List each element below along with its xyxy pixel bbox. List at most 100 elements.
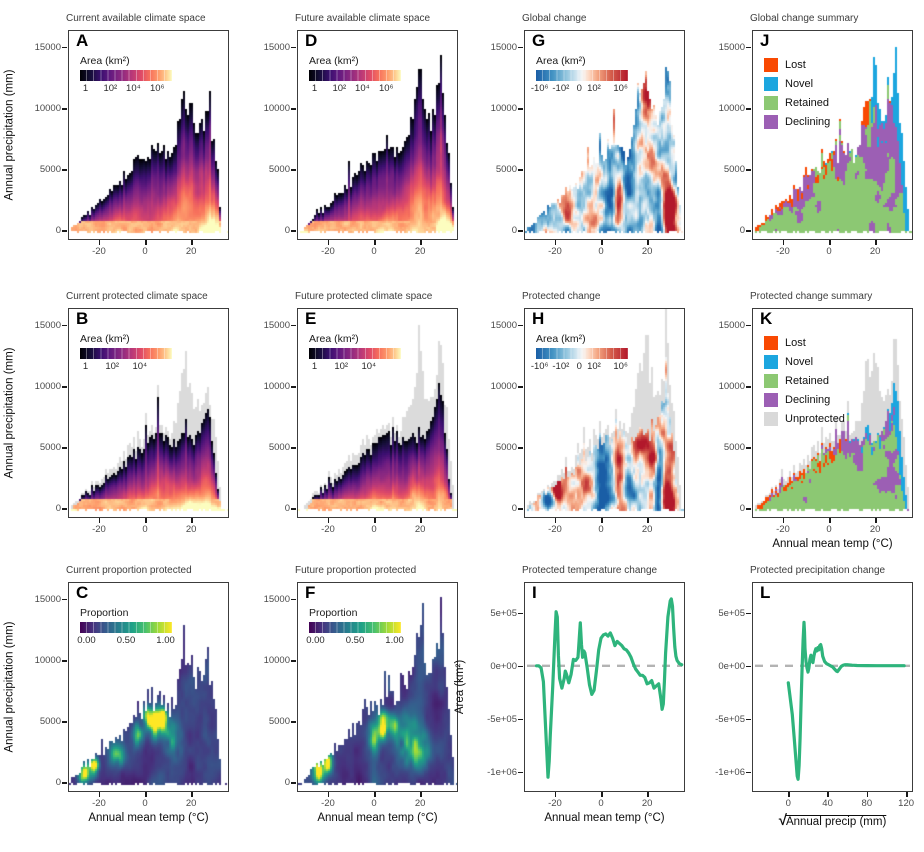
y-tick-label: 15000 <box>34 41 61 53</box>
colorbar-tick-label: 10⁴ <box>361 361 377 372</box>
x-axis-title: Annual mean temp (°C) <box>317 812 438 824</box>
colorbar <box>80 622 172 633</box>
panel-title: Current available climate space <box>66 13 206 24</box>
colorbar-legend: Proportion 0.00 0.50 1.00 <box>77 607 180 648</box>
legend-title: Area (km²) <box>80 333 130 345</box>
colorbar-tick-label: -10² <box>552 361 570 372</box>
colorbar-tick-label: 1 <box>82 361 89 372</box>
sqrt-radical: √ <box>778 812 787 829</box>
x-tick-mark <box>373 240 376 245</box>
y-tick-mark <box>290 659 296 662</box>
x-tick-label: 40 <box>822 798 833 809</box>
y-tick-mark <box>61 385 67 388</box>
heatmap-canvas <box>298 309 457 517</box>
y-tick-mark <box>745 107 751 110</box>
heatmap-canvas <box>69 31 228 239</box>
y-tick-mark <box>745 771 751 774</box>
colorbar <box>536 70 628 81</box>
y-tick-label: 0 <box>511 225 517 237</box>
x-tick-mark <box>144 792 147 797</box>
y-tick-label: 15000 <box>34 319 61 331</box>
plot-area: B Area (km²) 1 10² 10⁴ <box>68 308 229 518</box>
panel-title: Protected change <box>522 291 601 302</box>
heatmap-canvas <box>298 31 457 239</box>
y-tick-mark <box>290 508 296 510</box>
x-tick-label: 20 <box>641 246 653 257</box>
y-tick-label: 5000 <box>268 164 290 176</box>
x-tick-mark <box>419 240 422 245</box>
y-tick-label: -1e+06 <box>487 766 517 778</box>
x-tick-mark <box>874 518 877 523</box>
panel-letter: L <box>760 583 771 602</box>
legend-label: Novel <box>785 355 814 368</box>
colorbar-legend: Area (km²) 1 10² 10⁴ 10⁶ <box>309 55 409 96</box>
y-tick-label: 15000 <box>263 593 290 605</box>
y-tick-mark <box>61 107 67 110</box>
legend-title: Area (km²) <box>536 333 586 345</box>
heatmap-canvas <box>69 309 228 517</box>
y-tick-label: 10000 <box>490 103 517 115</box>
legend-label: Declining <box>785 393 831 406</box>
x-tick-label: 20 <box>869 524 881 535</box>
legend-item-lost: Lost <box>764 55 830 74</box>
x-tick-label: 0 <box>598 798 604 809</box>
colorbar-tick-label: 10⁴ <box>126 83 141 94</box>
colorbar-segments <box>536 70 628 81</box>
y-tick-label: 5000 <box>39 716 61 728</box>
x-tick-mark <box>98 792 101 797</box>
colorbar <box>309 622 401 633</box>
plot-area: E Area (km²) 1 10² 10⁴ <box>297 308 458 518</box>
x-tick-mark <box>554 240 557 245</box>
x-tick-mark <box>600 240 603 245</box>
y-tick-label: -1e+06 <box>715 766 745 778</box>
panel-C: Current proportion protected C Proportio… <box>35 565 229 824</box>
x-tick-label: 20 <box>185 246 197 257</box>
x-tick-label: -20 <box>776 246 790 257</box>
plot-area: J Lost Novel Retained Declining <box>752 30 913 240</box>
x-tick-label: 0 <box>142 798 148 809</box>
panel-letter: I <box>532 583 537 602</box>
legend-swatch <box>764 392 778 407</box>
x-tick-mark <box>98 240 101 245</box>
colorbar-legend: Area (km²) 1 10² 10⁴ <box>80 333 180 374</box>
legend-label: Lost <box>785 58 806 71</box>
y-tick-label: 10000 <box>490 381 517 393</box>
y-tick-mark <box>61 230 67 232</box>
y-tick-mark <box>517 169 523 171</box>
colorbar-tick-label: 10⁶ <box>613 361 628 372</box>
legend-swatch <box>764 411 778 426</box>
x-tick-mark <box>190 518 193 523</box>
x-tick-label: 0 <box>598 524 604 535</box>
colorbar-tick-label: -10⁶ <box>530 361 549 372</box>
y-tick-mark <box>61 598 67 601</box>
plot-area: D Area (km²) 1 10² 10⁴ 10⁶ <box>297 30 458 240</box>
y-tick-mark <box>745 612 751 615</box>
colorbar-tick-label: 0.50 <box>116 635 136 646</box>
y-tick-mark <box>61 324 67 327</box>
y-axis-title-precip-row3: Annual precipitation (mm) <box>4 621 16 753</box>
x-tick-mark <box>419 792 422 797</box>
colorbar-segments <box>80 622 172 633</box>
legend-label: Retained <box>785 374 830 387</box>
colorbar-tick-labels: 1 10² 10⁴ 10⁶ <box>80 83 180 96</box>
colorbar-segments <box>309 70 401 81</box>
colorbar-tick-labels: 1 10² 10⁴ <box>309 361 409 374</box>
plot-area: C Proportion 0.00 0.50 1.00 <box>68 582 229 792</box>
legend-item-novel: Novel <box>764 74 830 93</box>
colorbar-segments <box>309 348 401 359</box>
colorbar-tick-labels: 1 10² 10⁴ 10⁶ <box>309 83 409 96</box>
y-tick-label: 15000 <box>718 319 745 331</box>
y-tick-mark <box>61 46 67 49</box>
panel-title: Future protected climate space <box>295 291 433 302</box>
colorbar-tick-label: 0 <box>576 361 582 372</box>
colorbar-legend: Area (km²) 1 10² 10⁴ <box>309 333 409 374</box>
colorbar-tick-label: -10⁶ <box>530 83 549 94</box>
colorbar-tick-label: 10⁶ <box>379 83 394 94</box>
panel-title: Protected temperature change <box>522 565 658 576</box>
y-tick-label: 0 <box>739 225 745 237</box>
y-tick-label: 5e+05 <box>490 607 517 619</box>
y-tick-mark <box>745 718 751 721</box>
x-tick-mark <box>554 518 557 523</box>
y-tick-mark <box>290 107 296 110</box>
x-tick-mark <box>327 792 330 797</box>
